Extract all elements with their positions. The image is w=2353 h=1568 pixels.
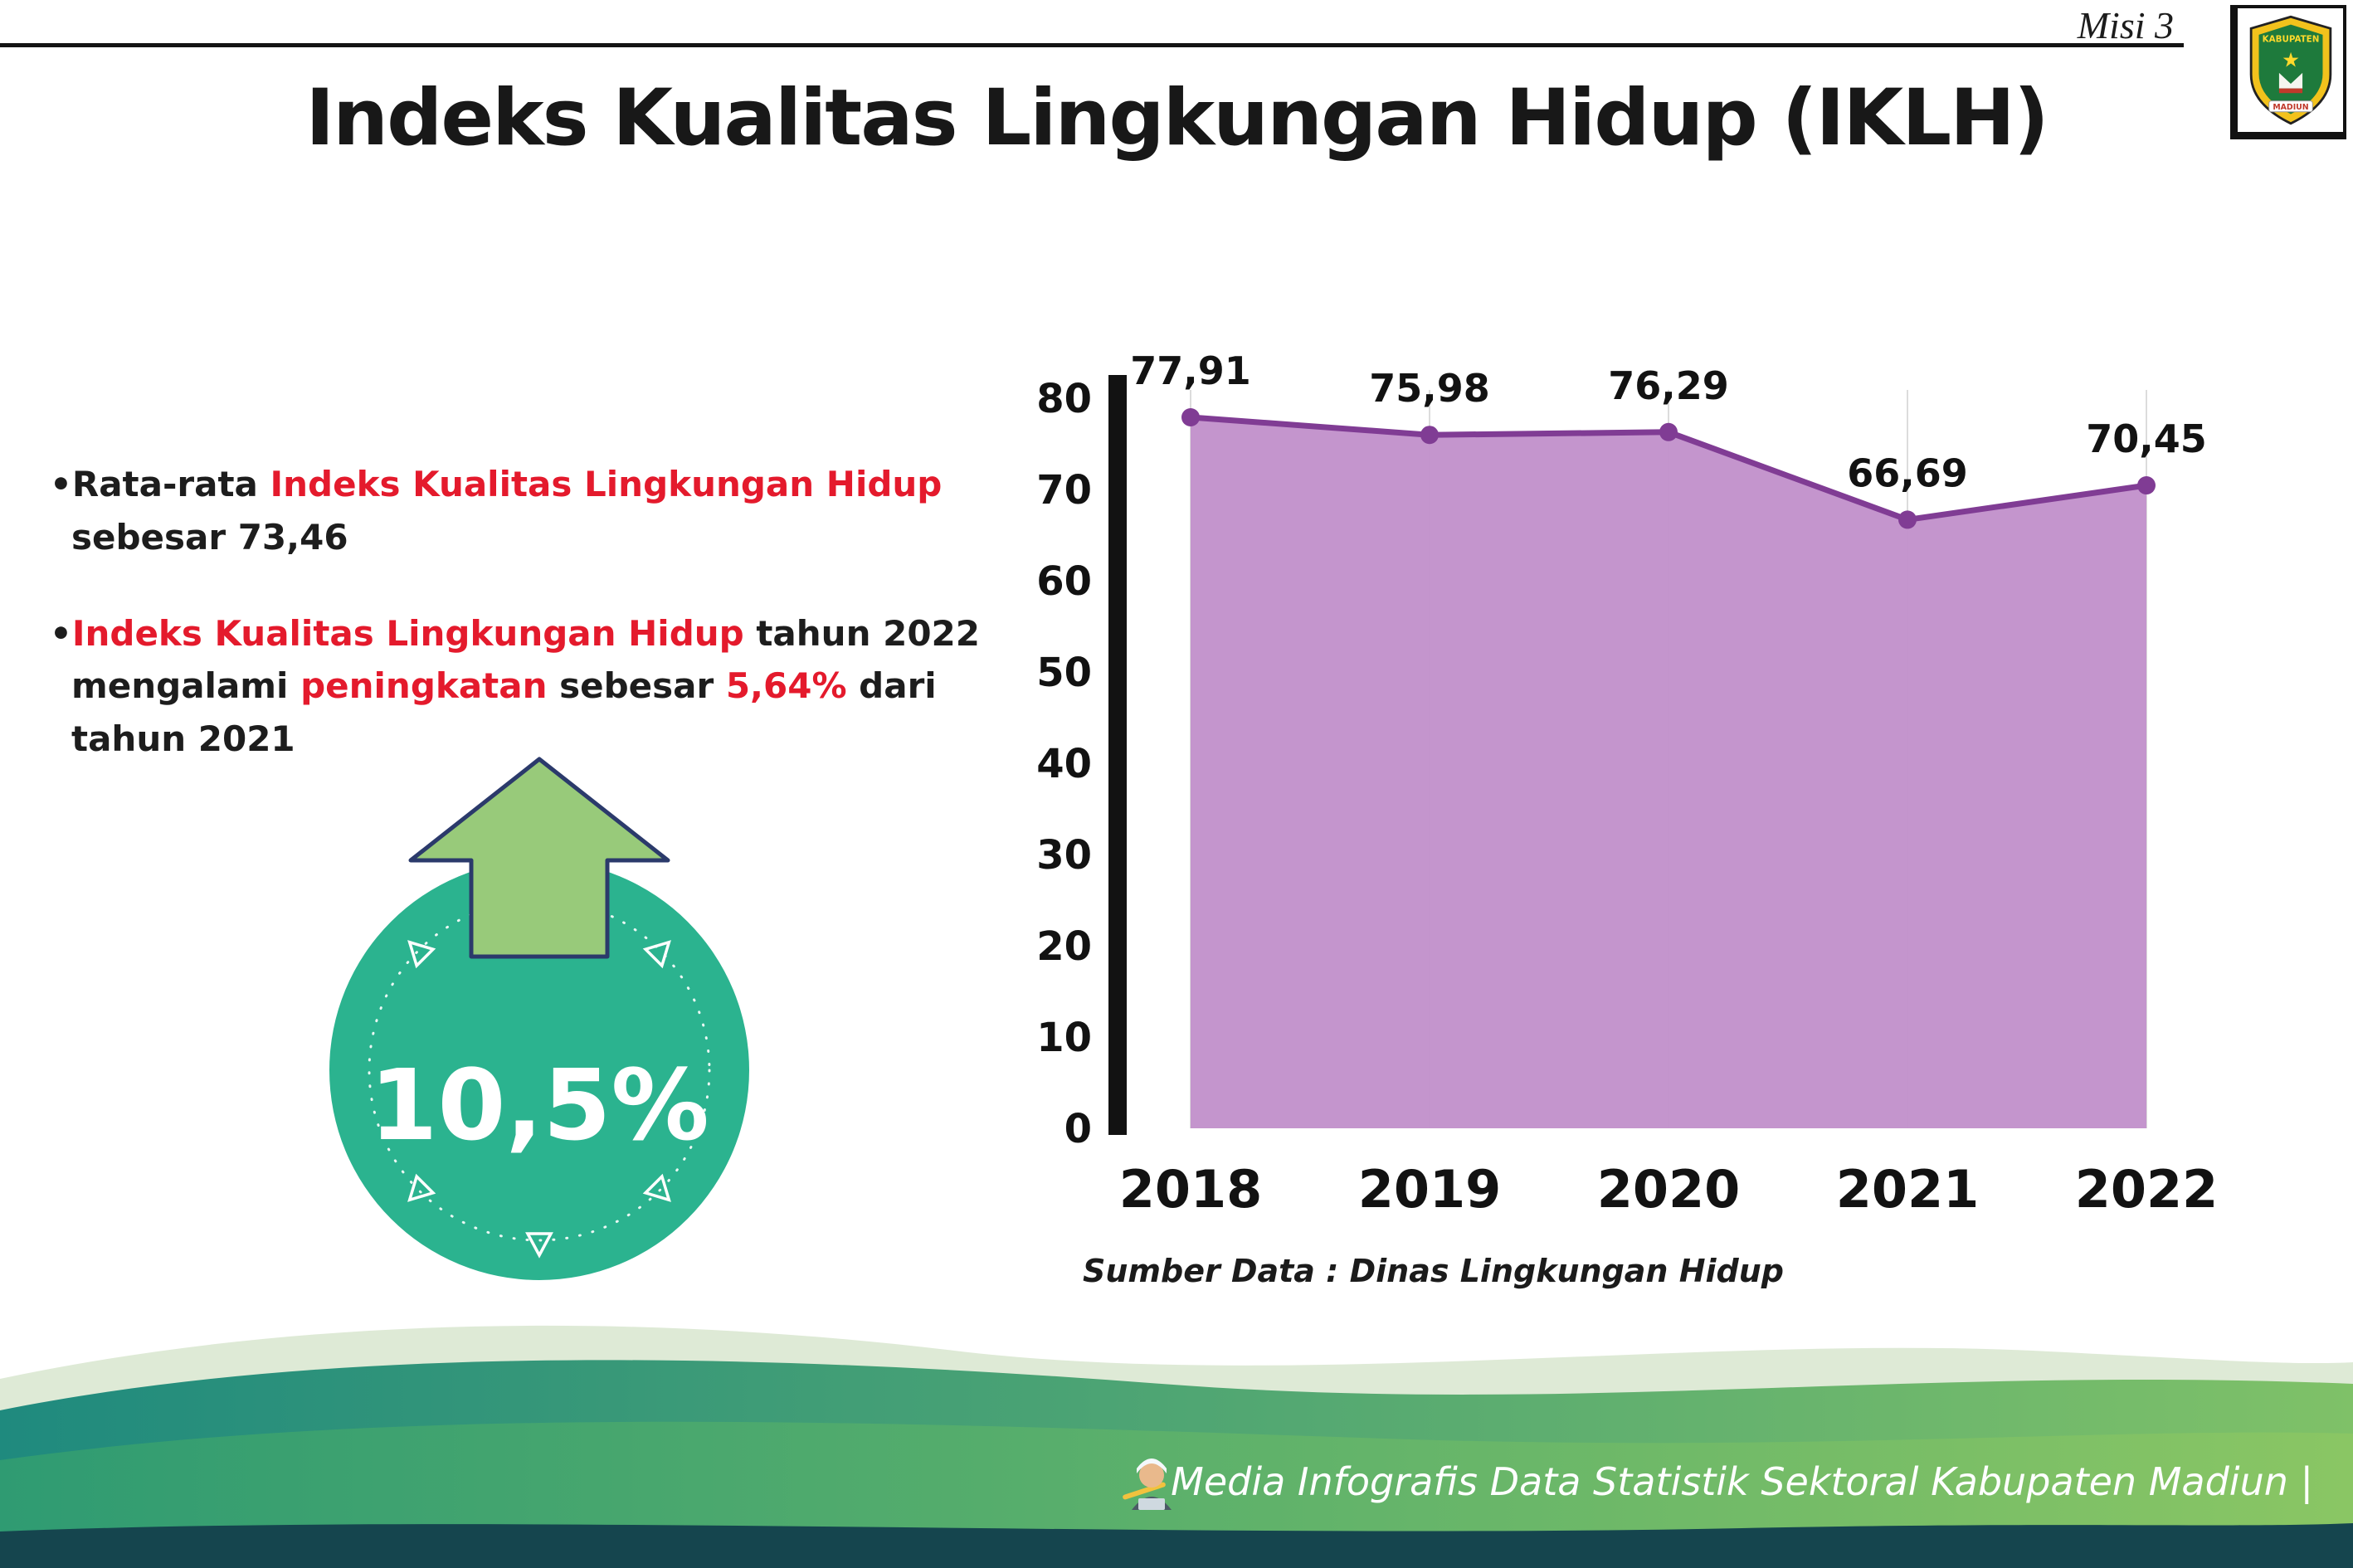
data-label: 75,98	[1369, 366, 1490, 411]
area-series	[1191, 416, 2146, 1128]
header-rule	[0, 43, 2184, 47]
y-tick-label: 30	[1037, 832, 1092, 879]
bullet-icon: •	[50, 612, 72, 654]
note-text: tahun 2022	[743, 612, 980, 654]
logo-star-icon: ★	[2282, 47, 2300, 71]
footer-banner: Media Infografis Data Statistik Sektoral…	[0, 1325, 2353, 1568]
y-tick-label: 60	[1037, 558, 1092, 605]
note-text-highlight: 5,64%	[725, 665, 847, 707]
y-tick-label: 50	[1037, 650, 1092, 696]
chart-canvas: 77,91 75,98 76,29 66,69 70,45 0 10 20 30 40 50 60 70…	[1036, 348, 2219, 1220]
y-tick-label: 10	[1037, 1015, 1092, 1061]
bullet-icon: •	[50, 464, 72, 504]
y-axis	[1108, 375, 1127, 1135]
data-label: 66,69	[1847, 450, 1968, 495]
note-line: sebesar 73,46	[50, 511, 980, 564]
data-label: 70,45	[2086, 416, 2207, 461]
y-tick-label: 70	[1037, 467, 1092, 514]
note-text-highlight: Indeks Kualitas Lingkungan Hidup	[270, 464, 943, 504]
misi-label: Misi 3	[2077, 4, 2174, 46]
data-label: 76,29	[1608, 363, 1729, 408]
note-text: tahun 2021	[71, 718, 295, 760]
mascot-icon	[1123, 1458, 1172, 1510]
chart-source: Sumber Data : Dinas Lingkungan Hidup	[1083, 1253, 1784, 1289]
y-tick-label: 0	[1064, 1106, 1092, 1152]
data-point	[1181, 407, 1200, 426]
crest-icon: KABUPATEN ★ MADIUN	[2249, 15, 2331, 124]
growth-badge: 10,5%	[329, 757, 749, 1280]
badge-circle	[329, 860, 749, 1280]
note-text: mengalami	[71, 665, 301, 707]
x-tick-label: 2022	[2075, 1159, 2219, 1220]
note-text: sebesar	[547, 665, 726, 707]
note-average: •Rata-rata Indeks Kualitas Lingkungan Hi…	[50, 458, 980, 564]
note-text: sebesar 73,46	[71, 516, 348, 558]
x-tick-label: 2018	[1119, 1159, 1263, 1220]
growth-badge-value: 10,5%	[369, 1048, 709, 1162]
note-increase: •Indeks Kualitas Lingkungan Hidup tahun …	[50, 607, 980, 766]
notes: •Rata-rata Indeks Kualitas Lingkungan Hi…	[50, 458, 980, 809]
note-text-highlight: Indeks Kualitas Lingkungan Hidup	[71, 612, 744, 654]
iklh-area-chart: 77,91 75,98 76,29 66,69 70,45 0 10 20 30 40 50 60 70…	[1036, 290, 2282, 1303]
data-point	[1898, 510, 1917, 529]
data-label: 77,91	[1130, 348, 1251, 393]
footer-caption: Media Infografis Data Statistik Sektoral…	[1171, 1459, 2313, 1505]
y-tick-label: 20	[1037, 923, 1092, 970]
logo-bottom-text: MADIUN	[2273, 102, 2308, 111]
badge-ring-ticks	[407, 940, 671, 1259]
data-point	[2137, 476, 2156, 495]
note-line: mengalami peningkatan sebesar 5,64% dari	[50, 660, 980, 713]
x-tick-label: 2019	[1358, 1159, 1502, 1220]
y-tick-label: 80	[1037, 376, 1092, 422]
kabupaten-madiun-logo: KABUPATEN ★ MADIUN	[2230, 5, 2346, 139]
x-tick-label: 2020	[1597, 1159, 1741, 1220]
y-tick-label: 40	[1037, 741, 1092, 787]
footer-wave-navy	[0, 1523, 2353, 1568]
up-arrow-icon	[408, 757, 670, 959]
x-tick-label: 2021	[1836, 1159, 1980, 1220]
page-title: Indeks Kualitas Lingkungan Hidup (IKLH)	[305, 73, 2049, 163]
data-point	[1659, 422, 1678, 441]
note-line: tahun 2021	[50, 713, 980, 766]
note-line: •Indeks Kualitas Lingkungan Hidup tahun …	[50, 607, 980, 660]
badge-dashed-ring	[368, 898, 711, 1242]
note-line: •Rata-rata Indeks Kualitas Lingkungan Hi…	[50, 458, 980, 511]
logo-top-text: KABUPATEN	[2262, 34, 2319, 44]
note-text-highlight: peningkatan	[300, 665, 548, 707]
data-point	[1420, 426, 1439, 445]
note-text: Rata-rata	[71, 464, 270, 504]
note-text: dari	[846, 665, 937, 707]
